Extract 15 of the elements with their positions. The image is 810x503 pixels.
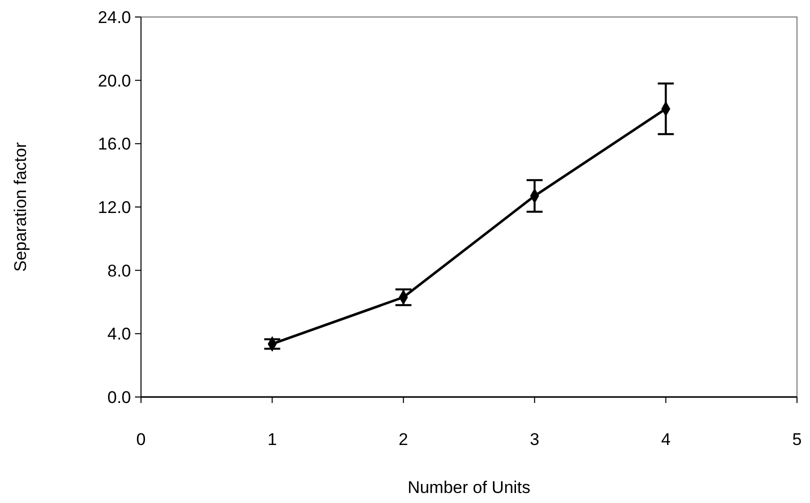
x-tick-label: 1 [267, 430, 277, 449]
x-tick-label: 4 [661, 430, 671, 449]
y-tick-label: 12.0 [98, 198, 131, 217]
y-tick-label: 20.0 [98, 71, 131, 90]
x-tick-label: 5 [792, 430, 802, 449]
y-tick-label: 8.0 [107, 261, 131, 280]
y-tick-label: 0.0 [107, 388, 131, 407]
x-tick-label: 3 [530, 430, 540, 449]
x-axis-title: Number of Units [408, 478, 530, 497]
x-tick-label: 0 [136, 430, 146, 449]
y-tick-label: 4.0 [107, 324, 131, 344]
x-tick-label: 2 [398, 430, 408, 449]
y-tick-label: 16.0 [98, 134, 131, 154]
y-tick-label: 24.0 [98, 8, 131, 27]
y-axis-title: Separation factor [11, 142, 30, 272]
